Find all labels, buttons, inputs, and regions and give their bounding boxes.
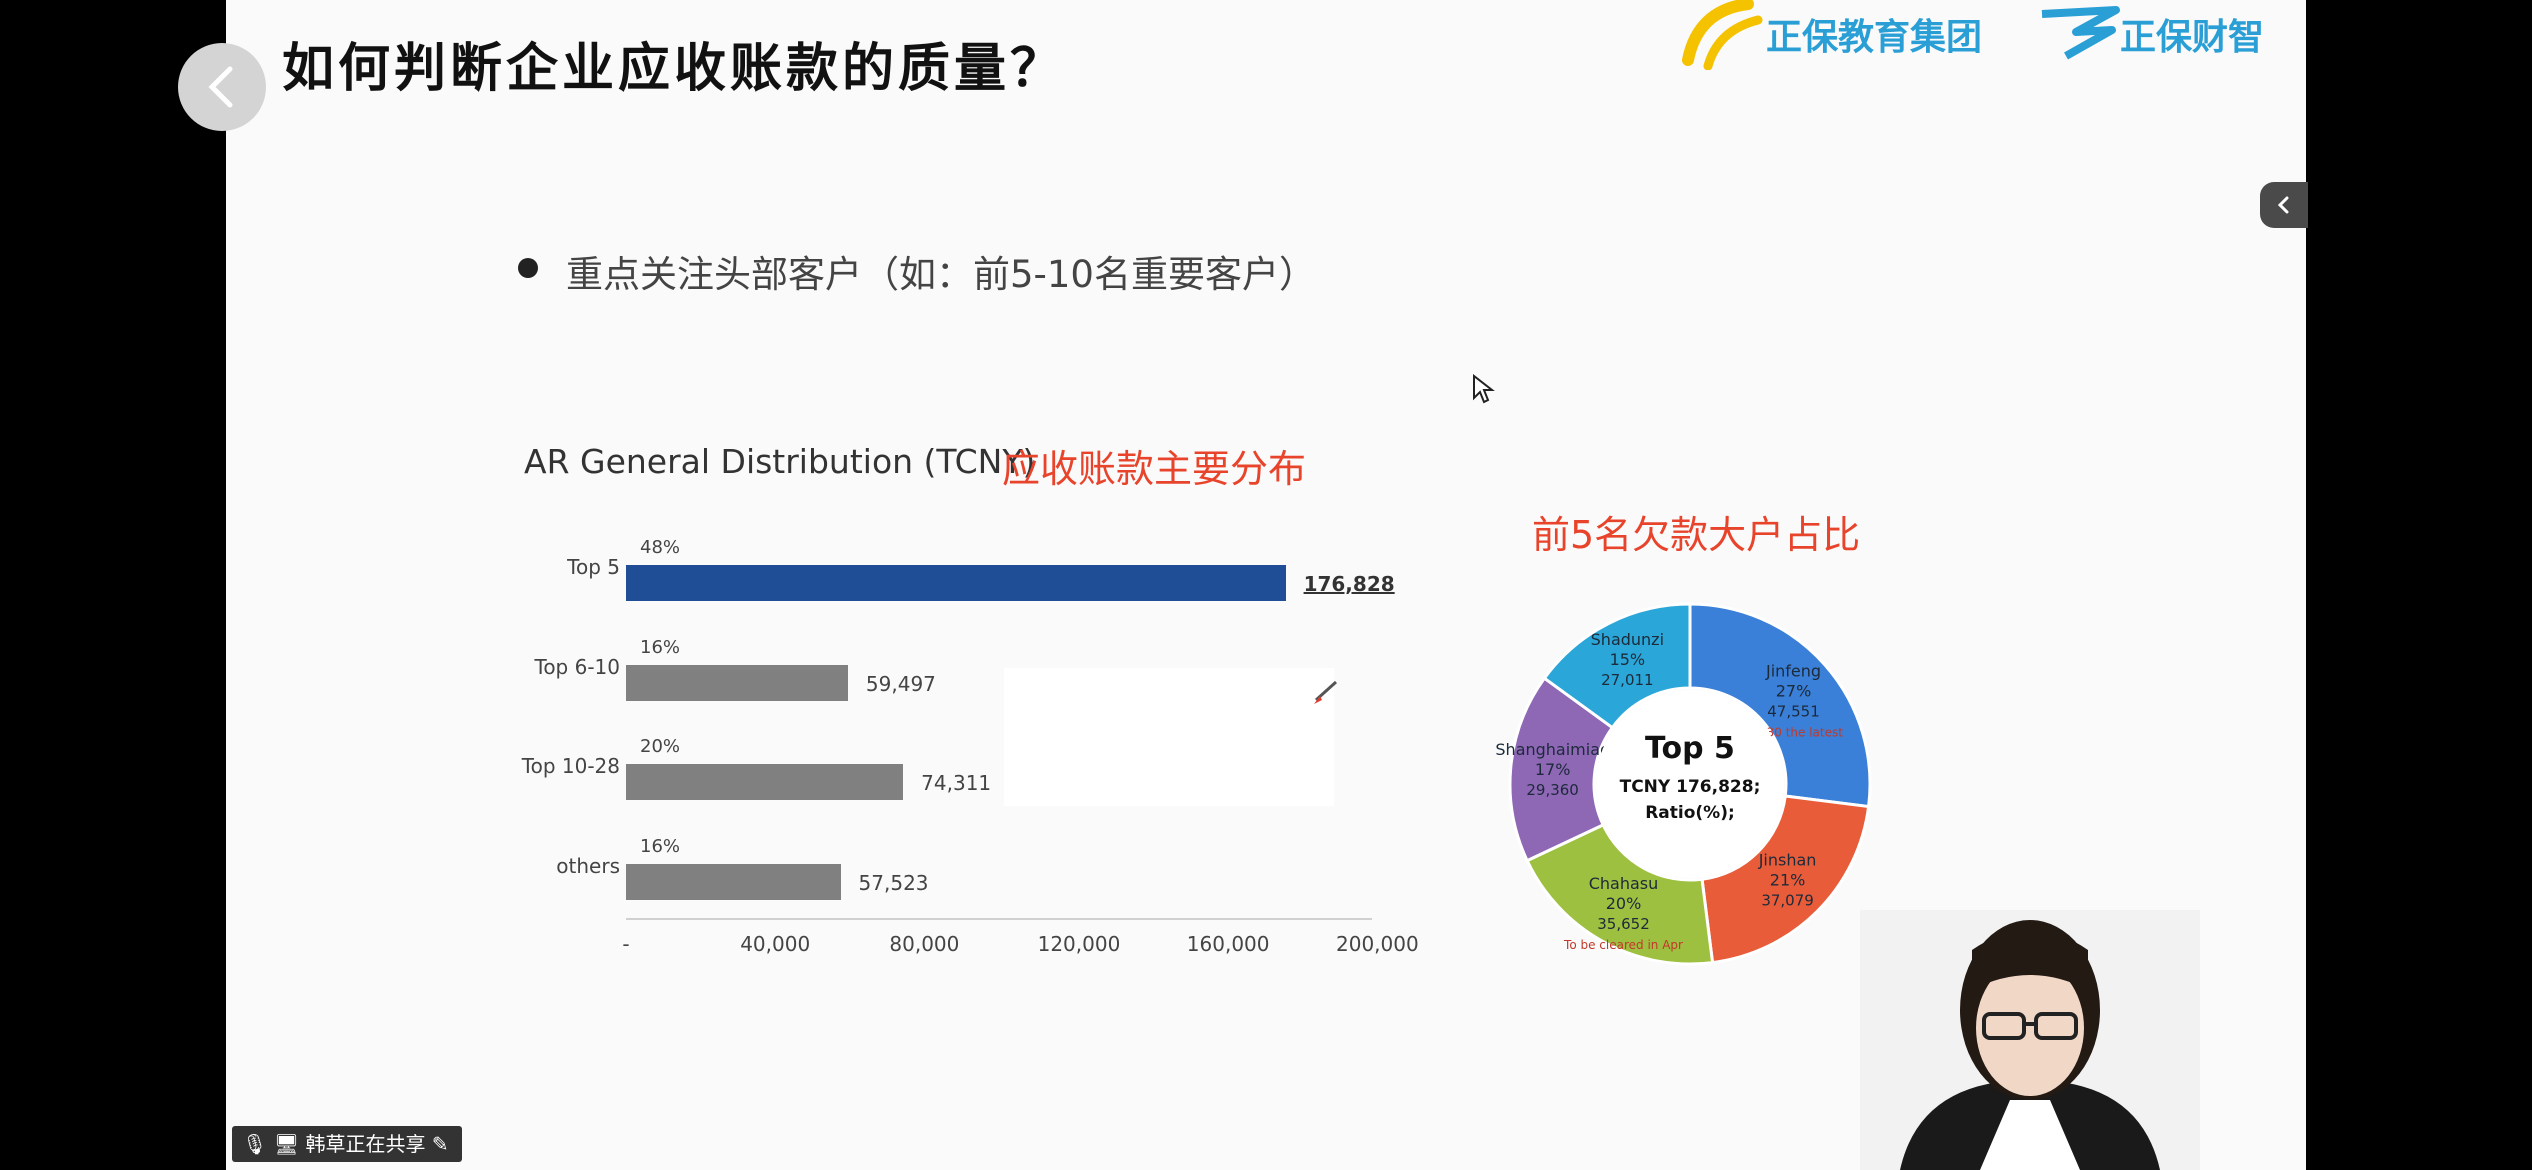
slice-percent-label: 27% [1776,682,1812,701]
slice-name-label: Jinfeng [1765,662,1821,681]
pie-chart-title: 前5名欠款大户占比 [1532,513,1861,557]
side-panel-toggle[interactable] [2260,182,2308,228]
slice-value-label: 27,011 [1601,671,1654,689]
slice-percent-label: 20% [1606,894,1642,913]
mouse-cursor-icon [1472,373,1496,410]
overlay-panel [1004,668,1334,806]
donut-slice [1700,794,1871,965]
slice-value-label: 47,551 [1767,703,1820,721]
slice-value-label: 29,360 [1526,781,1579,799]
donut-slice [1688,602,1872,809]
donut-center [1596,690,1784,878]
slice-name-label: Shadunzi [1591,630,1664,649]
screen-share-status[interactable]: 🎙 🖥 韩草正在共享 ✎ [232,1126,462,1162]
slice-name-label: Jinshan [1758,851,1817,870]
bar-chart-title: AR General Distribution (TCNY) [524,442,1036,481]
chevron-left-icon [208,66,233,108]
presenter-video [1860,910,2200,1170]
pen-annotation-icon[interactable] [1310,676,1342,710]
slice-note-label: To be cleared in Apr [1563,938,1683,952]
donut-center-ratio: Ratio(%); [1645,803,1735,823]
donut-slice [1542,602,1692,730]
chevron-left-icon [2277,196,2289,214]
caizhi-logo-icon [2041,6,2120,60]
slice-name-label: Chahasu [1589,874,1659,893]
zhengbao-logo-icon [1682,0,1763,70]
slice-percent-label: 21% [1770,871,1806,890]
slide-title: 如何判断企业应收账款的质量？ [282,39,1067,99]
slice-value-label: 37,079 [1761,892,1814,910]
microphone-icon: 🎙 [242,1132,268,1156]
slice-value-label: 35,652 [1597,915,1650,933]
donut-center-title: Top 5 [1645,731,1735,766]
screen-share-icon: 🖥 [273,1132,300,1156]
donut-slice [1508,676,1615,863]
donut-center-total: TCNY 176,828; [1620,777,1761,797]
slice-percent-label: 17% [1535,760,1571,779]
bullet-dot [518,258,538,278]
bullet-text: 重点关注头部客户（如：前5-10名重要客户） [566,253,1316,296]
donut-slice [1525,822,1715,966]
share-status-label: 韩草正在共享 [305,1132,426,1156]
slice-percent-label: 15% [1610,650,1646,669]
bar-chart-title-cn: 应收账款主要分布 [1002,447,1307,491]
back-button[interactable] [178,43,266,131]
brand-name-secondary: 正保财智 [2120,17,2265,58]
pencil-icon[interactable]: ✎ [431,1132,449,1156]
slice-name-label: Shanghaimiao [1495,740,1609,759]
brand-name-primary: 正保教育集团 [1766,17,1983,58]
